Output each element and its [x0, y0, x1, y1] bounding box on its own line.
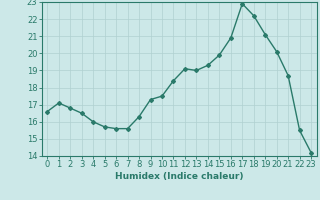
X-axis label: Humidex (Indice chaleur): Humidex (Indice chaleur) [115, 172, 244, 181]
